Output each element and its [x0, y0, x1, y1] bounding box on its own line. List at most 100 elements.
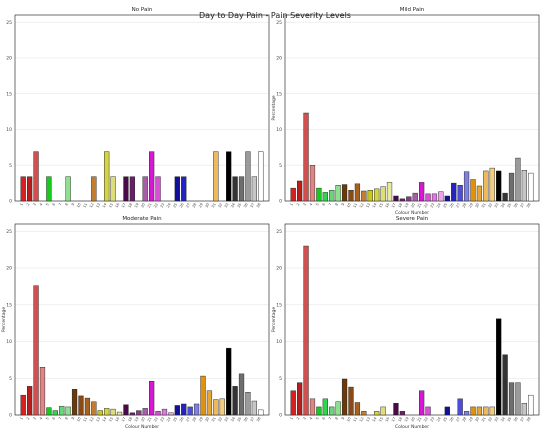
bar: [348, 190, 354, 202]
x-tick-label: 7: [328, 203, 333, 207]
x-tick-label: 27: [185, 203, 191, 209]
x-tick-label: 18: [397, 416, 403, 423]
bar: [226, 347, 232, 416]
bar: [129, 176, 136, 202]
x-tick-label: 10: [76, 202, 82, 209]
bar: [316, 187, 322, 202]
bar: [226, 151, 232, 202]
x-tick-label: 17: [121, 203, 127, 209]
bar: [161, 408, 168, 416]
x-tick-label: 21: [147, 417, 153, 423]
y-axis-label: Percentage: [271, 95, 277, 121]
x-tick-label: 37: [249, 202, 255, 208]
y-tick-label: 25: [276, 229, 282, 235]
bar: [374, 188, 380, 202]
bar: [418, 390, 425, 416]
y-axis-label: Percentage: [1, 307, 7, 333]
x-tick-label: 8: [64, 202, 69, 207]
x-tick-label: 1: [19, 203, 24, 207]
bar: [213, 151, 219, 202]
bar: [348, 386, 354, 416]
x-tick-label: 37: [519, 203, 525, 209]
bar: [470, 406, 476, 416]
x-tick-label: 15: [378, 417, 384, 423]
x-tick-label: 22: [423, 417, 429, 423]
x-tick-label: 23: [430, 203, 436, 209]
bar: [155, 176, 161, 202]
bar: [425, 406, 431, 416]
x-tick-label: 9: [71, 202, 76, 207]
x-tick-label: 30: [475, 416, 481, 423]
y-tick-label: 5: [9, 163, 12, 169]
bar: [528, 394, 534, 416]
bar: [238, 373, 245, 416]
bar: [483, 406, 489, 416]
x-tick-label: 18: [127, 202, 133, 209]
subplot-title: No Pain: [132, 7, 153, 13]
bar: [444, 406, 450, 416]
bar: [309, 165, 316, 202]
y-tick-label: 15: [6, 91, 12, 97]
x-tick-label: 11: [353, 417, 359, 423]
bar: [508, 172, 515, 202]
bar: [322, 398, 328, 416]
axes-frame: [284, 223, 540, 416]
bar: [296, 180, 303, 202]
bar: [155, 411, 161, 416]
x-tick-label: 6: [322, 416, 327, 421]
x-tick-label: 13: [95, 203, 101, 209]
bar: [296, 382, 303, 416]
x-tick-label: 29: [198, 416, 204, 423]
bar: [258, 151, 264, 202]
bar: [438, 191, 444, 202]
x-tick-label: 25: [172, 203, 178, 209]
x-tick-label: 9: [341, 416, 346, 421]
x-tick-label: 26: [179, 416, 185, 423]
x-tick-label: 14: [372, 202, 378, 209]
x-tick-label: 32: [487, 417, 493, 423]
bar: [476, 406, 483, 416]
y-tick-label: 20: [276, 266, 282, 272]
bar: [431, 193, 438, 202]
bar: [451, 182, 457, 202]
x-tick-label: 9: [341, 202, 346, 207]
x-tick-label: 5: [315, 417, 320, 421]
bar: [258, 409, 264, 416]
x-tick-label: 31: [481, 203, 487, 209]
x-tick-label: 35: [507, 417, 513, 423]
x-tick-label: 15: [108, 417, 114, 423]
x-tick-label: 10: [346, 202, 352, 209]
x-tick-label: 7: [58, 417, 63, 421]
x-tick-label: 28: [192, 416, 198, 423]
x-tick-label: 30: [205, 416, 211, 423]
bar: [515, 382, 521, 416]
bar: [33, 151, 39, 202]
x-tick-label: 24: [436, 416, 442, 423]
x-tick-label: 19: [134, 416, 140, 423]
x-tick-label: 3: [32, 417, 37, 421]
bar: [232, 176, 238, 202]
x-tick-label: 5: [315, 203, 320, 207]
y-tick-label: 20: [6, 56, 12, 62]
bar: [316, 406, 322, 416]
bar: [489, 406, 495, 416]
x-tick-label: 2: [296, 417, 301, 421]
x-tick-label: 8: [334, 202, 339, 207]
x-tick-label: 12: [89, 203, 95, 209]
axes-frame: [14, 223, 270, 416]
x-tick-label: 35: [237, 203, 243, 209]
bar: [290, 187, 296, 202]
x-tick-label: 20: [410, 416, 416, 423]
y-tick-label: 10: [276, 339, 282, 345]
bar: [110, 176, 116, 202]
x-tick-label: 12: [359, 417, 365, 423]
x-tick-label: 32: [217, 203, 223, 209]
bar: [181, 176, 187, 202]
subplot-title: Severe Pain: [396, 216, 429, 222]
x-tick-label: 15: [108, 203, 114, 209]
x-tick-label: 35: [507, 203, 513, 209]
bar: [476, 185, 483, 202]
bar: [39, 367, 46, 416]
y-tick-label: 15: [276, 302, 282, 308]
